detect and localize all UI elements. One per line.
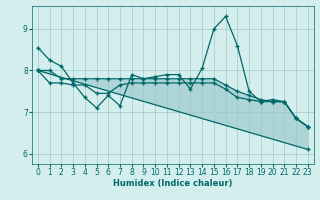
X-axis label: Humidex (Indice chaleur): Humidex (Indice chaleur) [113,179,233,188]
